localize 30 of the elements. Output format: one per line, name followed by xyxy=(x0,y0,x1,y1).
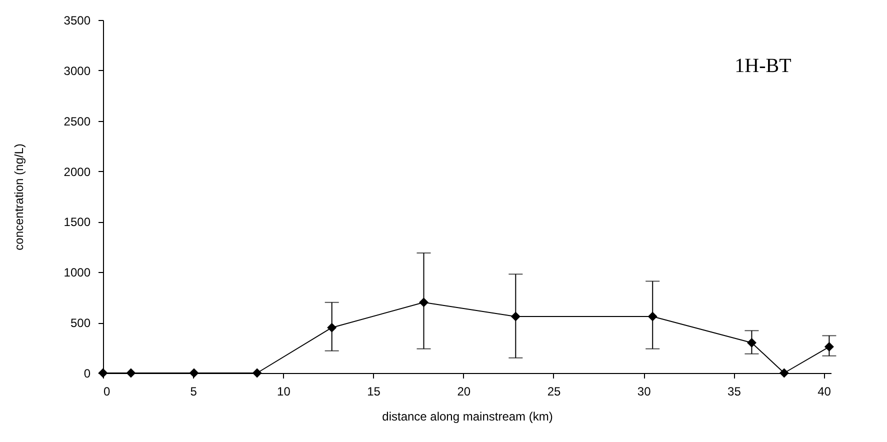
point xyxy=(510,312,520,322)
y-tick-label: 500 xyxy=(70,316,91,330)
x-tick-label: 5 xyxy=(190,384,198,398)
x-tick-label: 15 xyxy=(367,384,381,398)
y-tick-label: 3500 xyxy=(64,14,91,28)
point xyxy=(746,338,756,348)
point xyxy=(327,322,337,332)
point xyxy=(189,368,199,378)
x-tick-label: 40 xyxy=(818,384,832,398)
x-tick-label: 20 xyxy=(457,384,471,398)
point xyxy=(779,368,789,378)
point xyxy=(419,298,428,308)
point xyxy=(648,312,658,322)
y-tick-label: 3000 xyxy=(64,64,91,78)
point xyxy=(824,342,834,352)
x-tick-label: 30 xyxy=(637,384,652,398)
annotation: 1H-BT xyxy=(734,55,792,77)
x-tick-label: 0 xyxy=(104,384,110,398)
x-axis-title: distance along mainstream (km) xyxy=(382,410,553,424)
x-tick-label: 10 xyxy=(277,384,291,398)
y-tick-label: 1000 xyxy=(64,266,91,280)
y-tick-label: 2500 xyxy=(64,114,91,128)
y-axis-title: concentration (ng/L) xyxy=(12,144,26,250)
x-tick-label: 35 xyxy=(728,384,742,398)
y-tick-label: 1500 xyxy=(64,215,91,230)
point xyxy=(126,368,136,378)
y-tick-label: 0 xyxy=(84,366,91,380)
y-tick-label: 2000 xyxy=(64,164,91,179)
x-tick-label: 25 xyxy=(547,384,561,398)
point xyxy=(252,368,262,378)
